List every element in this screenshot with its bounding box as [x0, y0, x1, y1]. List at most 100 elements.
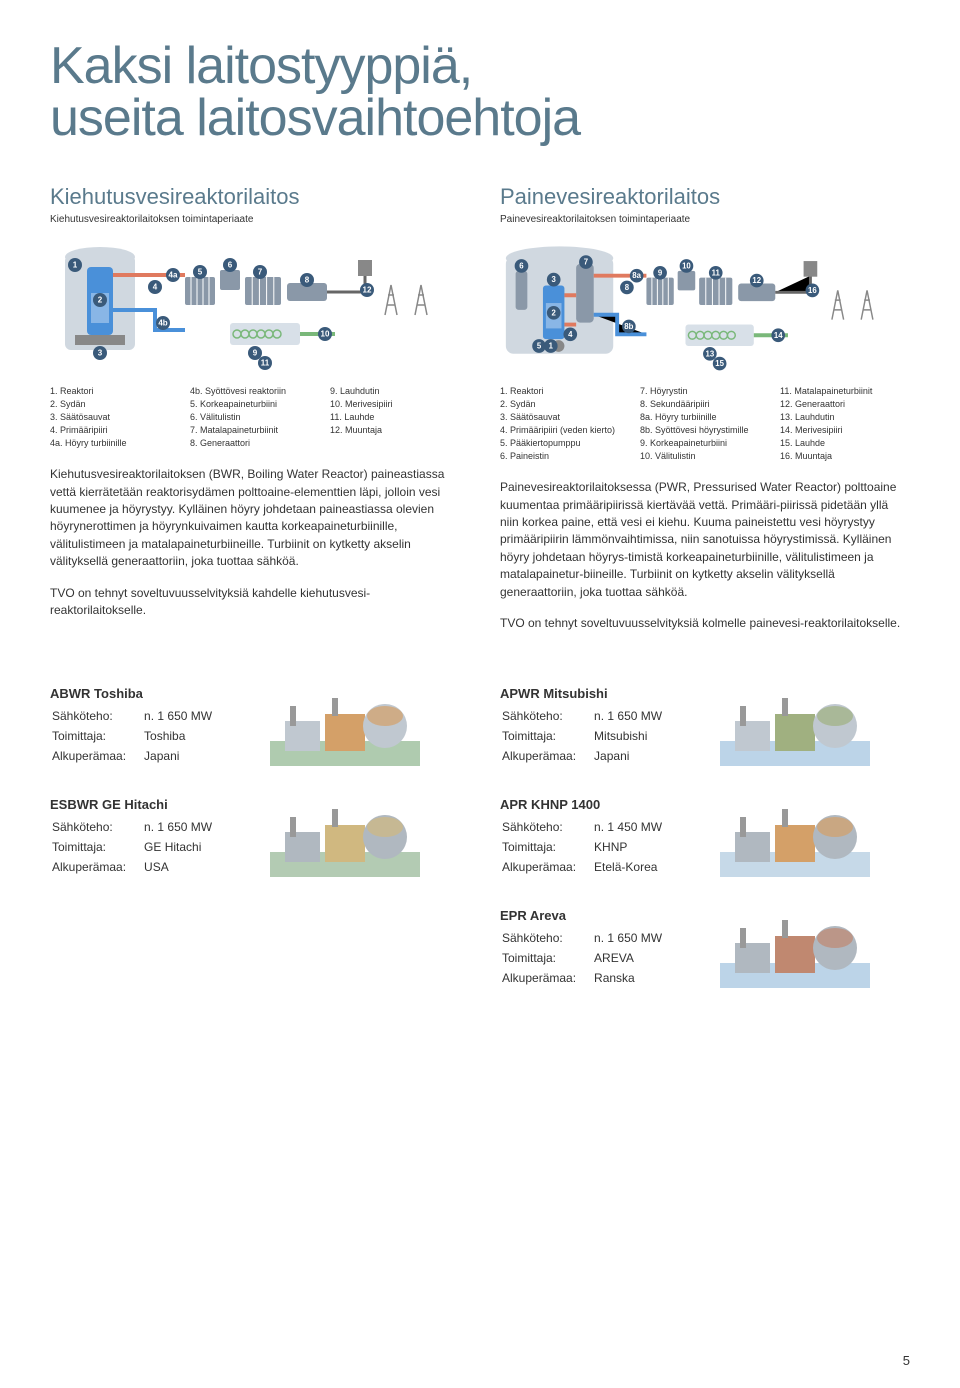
plant-render: [720, 908, 870, 988]
plant-specs: Sähköteho:n. 1 450 MW Toimittaja:KHNP Al…: [500, 816, 664, 878]
title-line-2: useita laitosvaihtoehtoja: [50, 89, 580, 147]
spec-value: n. 1 650 MW: [144, 818, 212, 836]
legend-item: 13. Lauhdutin: [780, 411, 910, 424]
svg-text:1: 1: [549, 342, 554, 351]
spec-value: n. 1 650 MW: [594, 929, 662, 947]
plant-specs: Sähköteho:n. 1 650 MW Toimittaja:Toshiba…: [50, 705, 214, 767]
svg-text:10: 10: [321, 330, 330, 339]
bwr-column: Kiehutusvesireaktorilaitos Kiehutusvesir…: [50, 184, 460, 646]
spec-value: Mitsubishi: [594, 727, 662, 745]
spec-label: Toimittaja:: [52, 838, 142, 856]
legend-item: 7. Matalapaineturbiinit: [190, 424, 320, 437]
plant-cell: ABWR Toshiba Sähköteho:n. 1 650 MW Toimi…: [50, 686, 460, 767]
pwr-heading: Painevesireaktorilaitos: [500, 184, 910, 210]
plant-name: APR KHNP 1400: [500, 797, 700, 812]
legend-item: 8. Generaattori: [190, 437, 320, 450]
svg-text:4: 4: [153, 283, 158, 292]
page-number: 5: [903, 1353, 910, 1368]
plant-specs: Sähköteho:n. 1 650 MW Toimittaja:GE Hita…: [50, 816, 214, 878]
plant-name: APWR Mitsubishi: [500, 686, 700, 701]
svg-text:14: 14: [774, 331, 783, 340]
svg-text:4b: 4b: [158, 319, 167, 328]
legend-item: 3. Säätösauvat: [500, 411, 630, 424]
legend-item: 4. Primääripiiri (veden kierto): [500, 424, 630, 437]
spec-label: Sähköteho:: [502, 707, 592, 725]
svg-text:4: 4: [568, 330, 573, 339]
legend-item: 9. Korkeapaineturbiini: [640, 437, 770, 450]
spec-label: Toimittaja:: [502, 838, 592, 856]
svg-text:10: 10: [682, 261, 691, 270]
plant-cell: ESBWR GE Hitachi Sähköteho:n. 1 650 MW T…: [50, 797, 460, 878]
pwr-subheading: Painevesireaktorilaitoksen toimintaperia…: [500, 214, 910, 225]
plant-render: [270, 686, 420, 766]
legend-item: 1. Reaktori: [500, 385, 630, 398]
legend-item: 10. Merivesipiiri: [330, 398, 460, 411]
reactor-columns: Kiehutusvesireaktorilaitos Kiehutusvesir…: [50, 184, 910, 646]
svg-text:5: 5: [537, 342, 542, 351]
legend-item: 3. Säätösauvat: [50, 411, 180, 424]
legend-item: 6. Välitulistin: [190, 411, 320, 424]
spec-value: Japani: [594, 747, 662, 765]
title-line-1: Kaksi laitostyyppiä,: [50, 37, 472, 95]
spec-label: Toimittaja:: [502, 949, 592, 967]
plant-cell: EPR Areva Sähköteho:n. 1 650 MW Toimitta…: [500, 908, 910, 989]
legend-item: 15. Lauhde: [780, 437, 910, 450]
svg-text:16: 16: [808, 286, 817, 295]
svg-text:7: 7: [258, 268, 263, 277]
spec-label: Alkuperämaa:: [52, 858, 142, 876]
spec-label: Toimittaja:: [52, 727, 142, 745]
svg-text:2: 2: [552, 308, 557, 317]
bwr-subheading: Kiehutusvesireaktorilaitoksen toimintape…: [50, 214, 460, 225]
svg-text:1: 1: [73, 261, 78, 270]
plant-render: [270, 797, 420, 877]
legend-item: 4. Primääripiiri: [50, 424, 180, 437]
spec-label: Sähköteho:: [52, 707, 142, 725]
legend-item: 4b. Syöttövesi reaktoriin: [190, 385, 320, 398]
legend-item: 10. Välitulistin: [640, 450, 770, 463]
svg-text:15: 15: [715, 359, 724, 368]
spec-value: Japani: [144, 747, 212, 765]
svg-text:5: 5: [198, 268, 203, 277]
legend-item: 8a. Höyry turbiinille: [640, 411, 770, 424]
svg-text:3: 3: [552, 275, 557, 284]
legend-item: 8b. Syöttövesi höyrystimille: [640, 424, 770, 437]
svg-text:8: 8: [305, 276, 310, 285]
svg-text:4a: 4a: [169, 271, 178, 280]
legend-item: 11. Lauhde: [330, 411, 460, 424]
plant-cell-empty: [50, 908, 460, 989]
plant-cell: APWR Mitsubishi Sähköteho:n. 1 650 MW To…: [500, 686, 910, 767]
legend-item: 4a. Höyry turbiinille: [50, 437, 180, 450]
pwr-description-1: Painevesireaktorilaitoksessa (PWR, Press…: [500, 479, 910, 601]
legend-item: 5. Pääkiertopumppu: [500, 437, 630, 450]
spec-value: AREVA: [594, 949, 662, 967]
spec-value: Etelä-Korea: [594, 858, 662, 876]
plant-render: [720, 797, 870, 877]
svg-text:6: 6: [519, 261, 524, 270]
pwr-diagram: 123 456 788a8b 91011 121314 1516: [500, 235, 910, 375]
plant-specs: Sähköteho:n. 1 650 MW Toimittaja:Mitsubi…: [500, 705, 664, 767]
svg-text:8: 8: [625, 283, 630, 292]
spec-label: Alkuperämaa:: [502, 969, 592, 987]
svg-text:3: 3: [98, 349, 103, 358]
bwr-diagram: 123 44a4b 567 8910 1112: [50, 235, 460, 375]
svg-text:8a: 8a: [632, 271, 641, 280]
spec-value: n. 1 450 MW: [594, 818, 662, 836]
page-title: Kaksi laitostyyppiä, useita laitosvaihto…: [50, 40, 910, 144]
svg-text:7: 7: [584, 258, 588, 267]
spec-label: Sähköteho:: [52, 818, 142, 836]
svg-text:9: 9: [658, 268, 663, 277]
legend-item: 1. Reaktori: [50, 385, 180, 398]
svg-text:11: 11: [712, 268, 721, 277]
plant-name: EPR Areva: [500, 908, 700, 923]
spec-value: Ranska: [594, 969, 662, 987]
spec-value: USA: [144, 858, 212, 876]
spec-label: Sähköteho:: [502, 929, 592, 947]
spec-value: n. 1 650 MW: [144, 707, 212, 725]
pwr-column: Painevesireaktorilaitos Painevesireaktor…: [500, 184, 910, 646]
plant-name: ABWR Toshiba: [50, 686, 250, 701]
plant-cell: APR KHNP 1400 Sähköteho:n. 1 450 MW Toim…: [500, 797, 910, 878]
bwr-legend: 1. Reaktori2. Sydän3. Säätösauvat4. Prim…: [50, 385, 460, 450]
legend-item: 16. Muuntaja: [780, 450, 910, 463]
plants-section: ABWR Toshiba Sähköteho:n. 1 650 MW Toimi…: [50, 686, 910, 989]
legend-item: 7. Höyrystin: [640, 385, 770, 398]
